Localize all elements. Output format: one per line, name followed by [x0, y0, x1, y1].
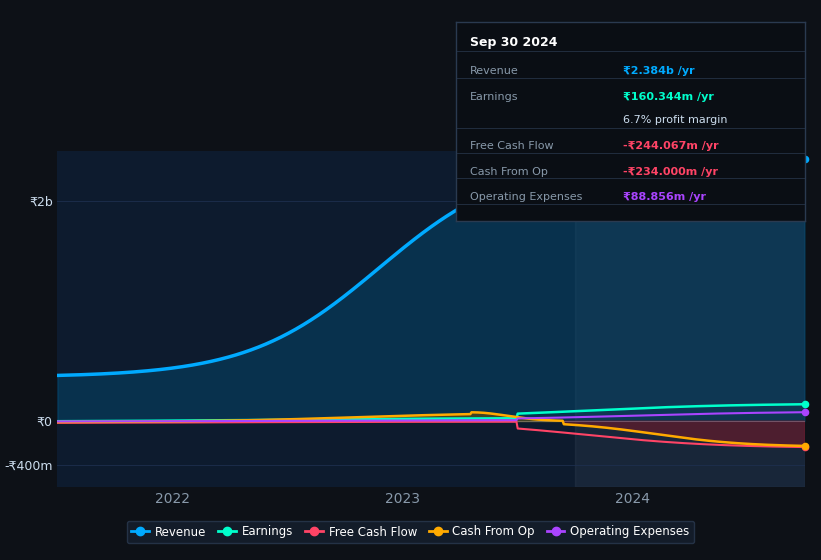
Text: Cash From Op: Cash From Op [470, 166, 548, 176]
Text: ₹160.344m /yr: ₹160.344m /yr [623, 92, 714, 102]
Text: ₹2.384b /yr: ₹2.384b /yr [623, 66, 695, 76]
Text: ₹88.856m /yr: ₹88.856m /yr [623, 193, 706, 202]
Text: 6.7% profit margin: 6.7% profit margin [623, 115, 727, 125]
Text: Operating Expenses: Operating Expenses [470, 193, 582, 202]
Point [798, 155, 811, 164]
Text: -₹234.000m /yr: -₹234.000m /yr [623, 166, 718, 176]
Point [798, 442, 811, 451]
Point [798, 408, 811, 417]
Point [798, 441, 811, 450]
Text: Free Cash Flow: Free Cash Flow [470, 141, 553, 151]
Text: Revenue: Revenue [470, 66, 518, 76]
Bar [575, 151, 805, 487]
Text: Sep 30 2024: Sep 30 2024 [470, 36, 557, 49]
Text: Earnings: Earnings [470, 92, 518, 102]
Point [798, 400, 811, 409]
Text: -₹244.067m /yr: -₹244.067m /yr [623, 141, 718, 151]
Legend: Revenue, Earnings, Free Cash Flow, Cash From Op, Operating Expenses: Revenue, Earnings, Free Cash Flow, Cash … [126, 521, 695, 543]
